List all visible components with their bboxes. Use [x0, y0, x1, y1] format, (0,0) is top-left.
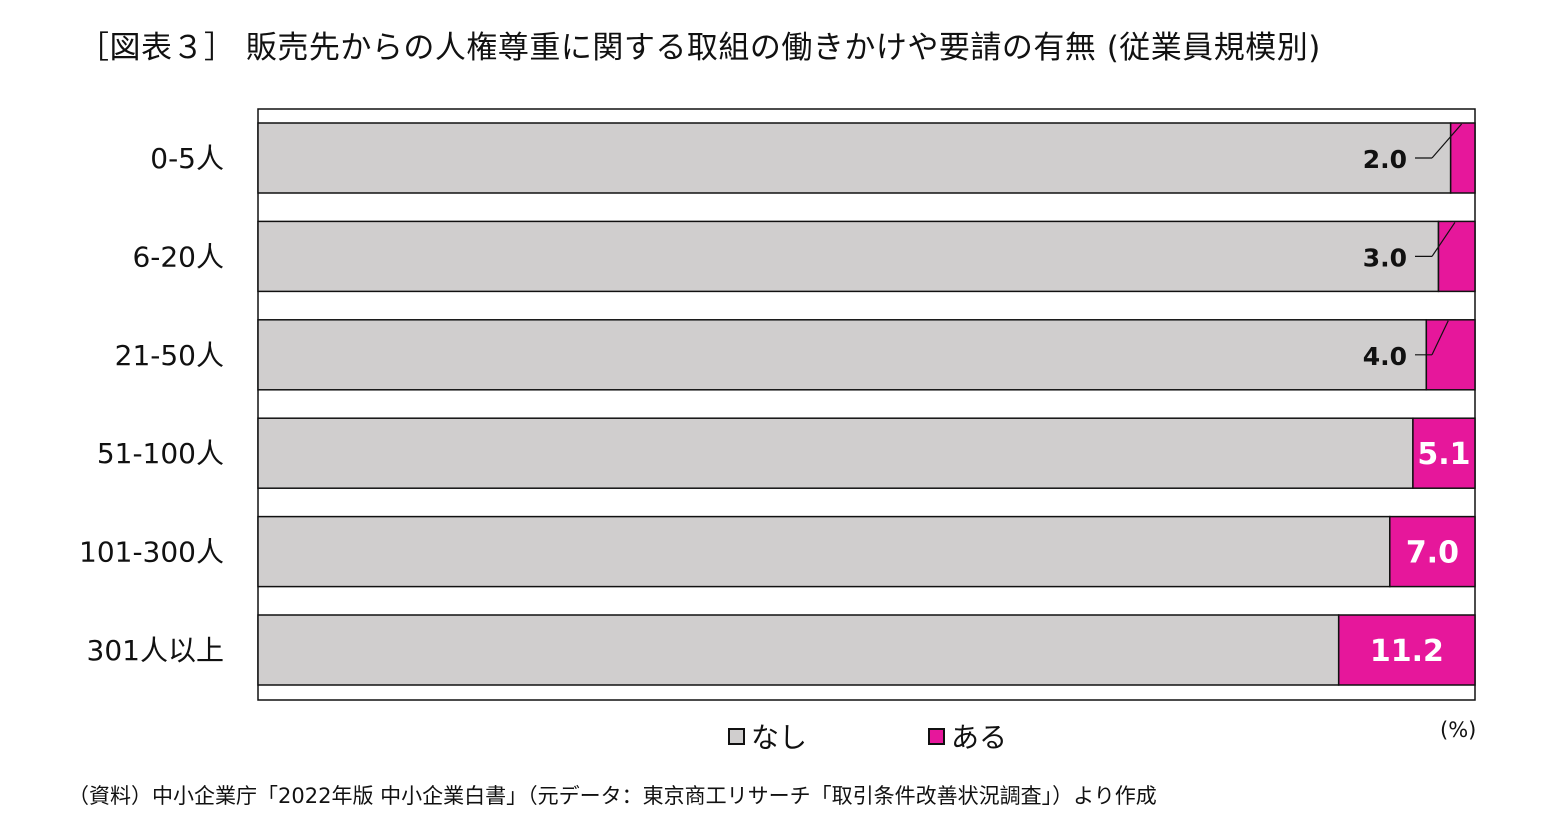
unit-label: (%) [1440, 718, 1477, 742]
leader-line [1431, 320, 1449, 356]
bar-none [257, 417, 1414, 489]
bar-yes [1337, 614, 1476, 686]
bar-none [257, 220, 1440, 293]
leader-line [1431, 222, 1456, 257]
legend-label-yes: ある [951, 721, 1008, 754]
bar-none [257, 122, 1452, 194]
category-label: 21-50人 [115, 339, 224, 372]
data-label: 2.0 [1363, 145, 1407, 174]
data-label: 7.0 [1406, 536, 1459, 571]
category-label: 51-100人 [97, 437, 224, 470]
data-label: 5.1 [1417, 437, 1470, 472]
source-note: （資料）中小企業庁「2022年版 中小企業白書」（元データ：東京商工リサーチ「取… [68, 784, 1157, 808]
category-label: 301人以上 [87, 634, 224, 667]
bar-yes [1449, 122, 1476, 194]
legend-item-none: なし [728, 716, 807, 756]
bar-none [257, 614, 1340, 686]
leader-line [1431, 123, 1463, 159]
data-label: 3.0 [1363, 243, 1407, 272]
bar-none [257, 515, 1391, 588]
legend-swatch-yes [928, 727, 945, 745]
category-label: 101-300人 [79, 536, 224, 569]
data-label: 4.0 [1363, 342, 1407, 371]
plot-area [257, 108, 1476, 701]
data-label: 11.2 [1370, 634, 1444, 669]
legend-item-yes: ある [928, 716, 1007, 756]
bar-yes [1437, 220, 1476, 293]
chart-title: ［図表３］ 販売先からの人権尊重に関する取組の働きかけや要請の有無 (従業員規模… [78, 30, 1321, 66]
legend-swatch-none [728, 727, 745, 745]
bar-yes [1425, 319, 1476, 391]
bar-none [257, 319, 1428, 391]
category-label: 0-5人 [150, 142, 224, 175]
bar-yes [1389, 515, 1476, 588]
bar-yes [1412, 417, 1476, 489]
legend-label-none: なし [751, 721, 808, 754]
category-label: 6-20人 [132, 240, 224, 273]
